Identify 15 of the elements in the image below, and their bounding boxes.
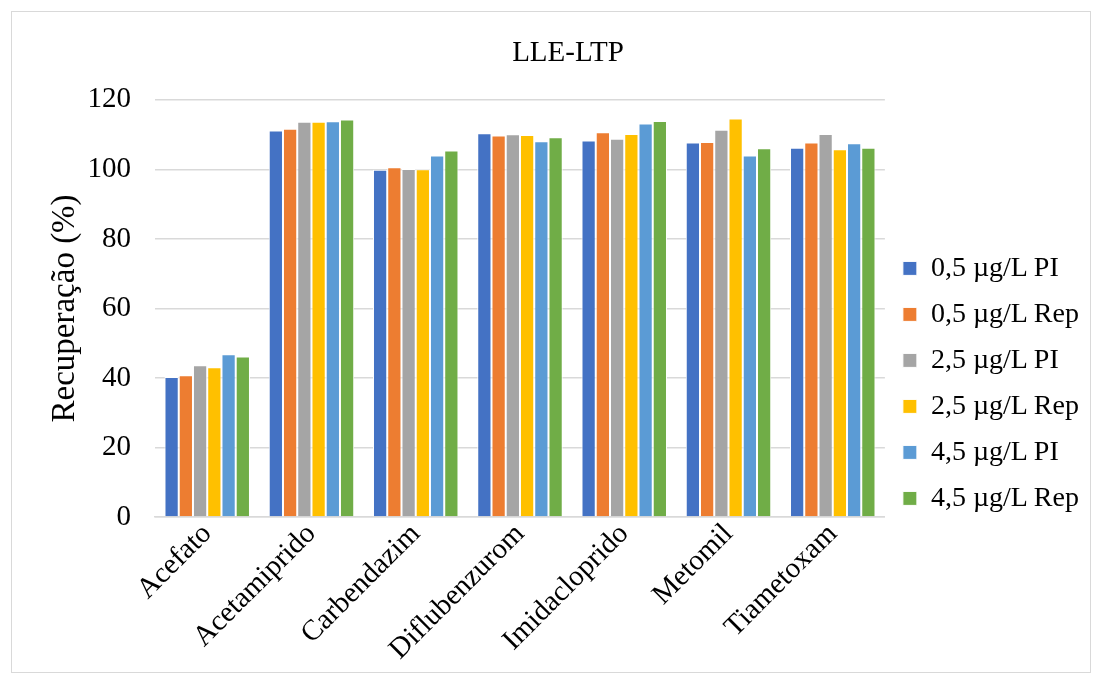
legend-label: 4,5 µg/L PI bbox=[930, 434, 1059, 466]
y-tick-label: 40 bbox=[102, 359, 132, 392]
legend-label: 4,5 µg/L Rep bbox=[930, 480, 1079, 512]
legend-label: 2,5 µg/L Rep bbox=[930, 388, 1079, 420]
y-tick-label: 0 bbox=[116, 498, 132, 531]
y-tick-label: 20 bbox=[102, 429, 132, 462]
legend-label: 0,5 µg/L Rep bbox=[930, 296, 1079, 328]
y-axis-title: Recuperação (%) bbox=[45, 194, 83, 423]
y-tick-label: 120 bbox=[87, 81, 132, 114]
chart-title: LLE-LTP bbox=[512, 35, 624, 68]
legend-label: 0,5 µg/L PI bbox=[930, 250, 1059, 282]
y-tick-label: 80 bbox=[102, 220, 132, 253]
y-tick-label: 100 bbox=[87, 150, 132, 183]
y-tick-label: 60 bbox=[102, 290, 132, 323]
legend-label: 2,5 µg/L PI bbox=[930, 342, 1059, 374]
